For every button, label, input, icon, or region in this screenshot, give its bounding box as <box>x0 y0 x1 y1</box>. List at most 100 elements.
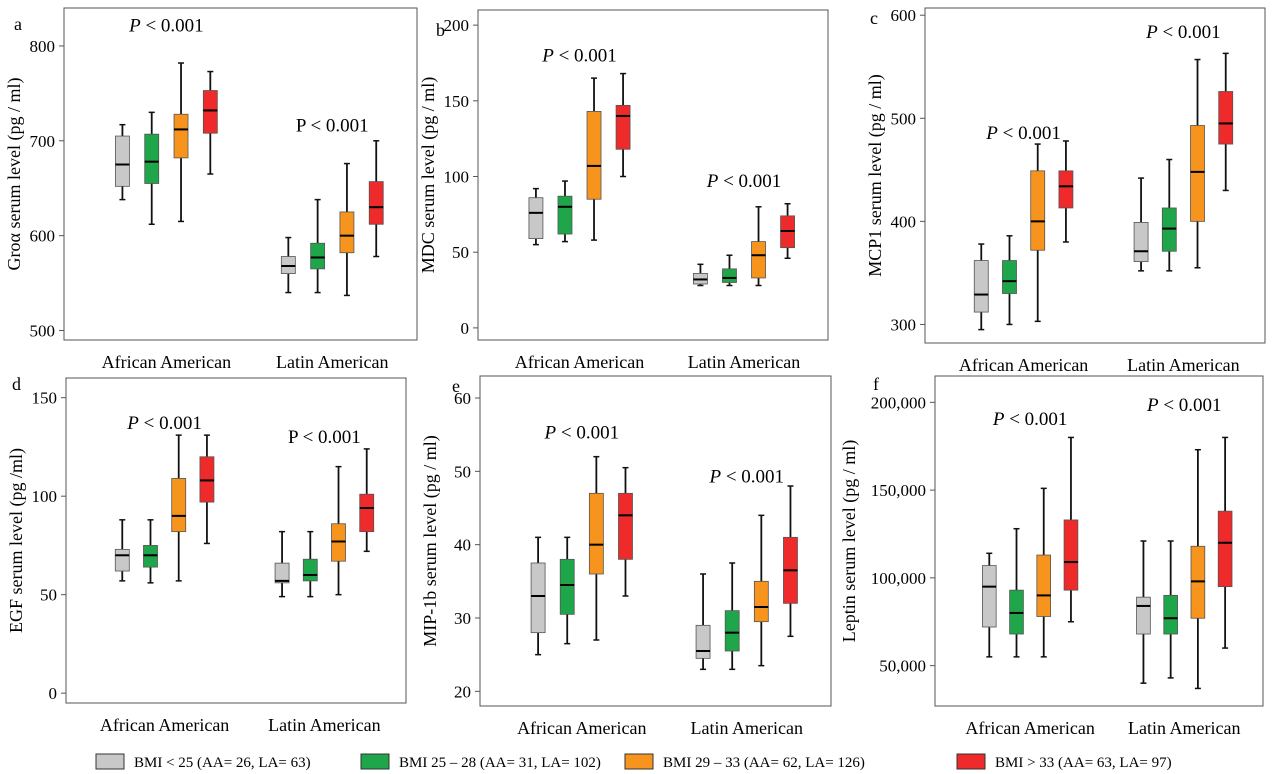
y-axis-label: MIP-1b serum level (pg / ml) <box>420 435 441 646</box>
plot-frame <box>924 7 1266 344</box>
y-tick-label: 0 <box>49 684 58 703</box>
box-bmi-25-28 <box>724 562 740 671</box>
panel-label: d <box>12 374 21 394</box>
box-body <box>618 492 633 560</box>
box-bmi-25 <box>973 243 989 331</box>
box-bmi-25-28 <box>559 536 575 645</box>
box-body <box>114 548 130 572</box>
box-body <box>751 241 766 279</box>
legend-label: BMI 25 – 28 (AA= 31, LA= 102) <box>399 755 601 771</box>
y-tick-label: 200 <box>444 16 470 35</box>
box-body <box>202 90 218 134</box>
box-body <box>615 104 631 150</box>
y-tick-label: 150 <box>32 389 58 408</box>
y-tick-label: 50,000 <box>879 657 926 676</box>
y-axis-label: MCP1 serum level (pg / ml) <box>865 74 886 276</box>
category-label: Latin American <box>688 352 800 372</box>
box-body <box>1163 595 1178 635</box>
box-bmi-29-33 <box>751 206 766 287</box>
category-label: African American <box>100 715 229 735</box>
legend-item: BMI 25 – 28 (AA= 31, LA= 102) <box>360 753 601 771</box>
legend-swatch <box>360 753 390 770</box>
plot-frame <box>477 9 829 341</box>
box-body <box>586 111 602 200</box>
box-body <box>1190 125 1205 222</box>
category-label: Latin American <box>268 715 380 735</box>
legend-item: BMI > 33 (AA= 63, LA= 97) <box>956 753 1172 771</box>
category-label: Latin American <box>1127 355 1239 375</box>
p-value-annotation: P < 0.001 <box>1146 395 1222 416</box>
box-bmi-29-33 <box>339 162 355 297</box>
category-label: African American <box>515 352 644 372</box>
panel-c: 300 400 500 600 MCP1 serum level (pg / ml) c A… <box>865 6 1266 375</box>
p-value-annotation: P < 0.001 <box>708 466 784 487</box>
y-tick-label: 100,000 <box>871 569 926 588</box>
legend-swatch <box>624 753 654 770</box>
y-tick-label: 50 <box>454 462 471 481</box>
y-tick-label: 300 <box>891 315 917 334</box>
box-bmi-25 <box>530 536 546 656</box>
p-value-annotation: P < 0.001 <box>126 413 202 434</box>
category-label: Latin American <box>691 718 803 738</box>
box-body <box>359 493 375 533</box>
box-bmi-29-33 <box>173 62 189 223</box>
box-body <box>1063 519 1079 591</box>
box-bmi-25-28 <box>143 519 158 584</box>
box-body <box>588 492 604 575</box>
legend-label: BMI < 25 (AA= 26, LA= 63) <box>134 755 311 771</box>
y-axis-label: EGF serum level (pg /ml) <box>6 448 27 633</box>
plot-frame <box>479 375 832 707</box>
box-bmi-25 <box>695 573 711 671</box>
box-body <box>1217 510 1233 588</box>
box-bmi-25 <box>528 187 544 246</box>
legend-label: BMI > 33 (AA= 63, LA= 97) <box>995 755 1172 771</box>
box-body <box>171 478 187 533</box>
box-bmi-25 <box>114 519 130 582</box>
panel-e: 20 30 40 50 60 MIP-1b serum level (pg / ml) e A… <box>420 375 832 738</box>
panel-label: f <box>873 374 879 394</box>
box-bmi-29-33 <box>1036 487 1052 658</box>
box-bmi-29-33 <box>1030 143 1046 323</box>
box-body <box>695 624 711 659</box>
box-body <box>1058 170 1074 209</box>
box-body <box>528 197 544 239</box>
box-bmi-33 <box>368 140 384 258</box>
panel-label: a <box>14 14 22 34</box>
legend: BMI < 25 (AA= 26, LA= 63) BMI 25 – 28 (AA… <box>95 753 1172 771</box>
p-value-annotation: P < 0.001 <box>992 409 1068 430</box>
box-body <box>310 242 326 270</box>
y-tick-label: 400 <box>891 212 917 231</box>
p-value-annotation: P < 0.001 <box>128 16 204 37</box>
box-bmi-25-28 <box>722 254 737 287</box>
box-body <box>1133 221 1149 262</box>
box-body <box>973 260 989 313</box>
box-bmi-25 <box>1136 540 1151 684</box>
box-bmi-33 <box>615 72 631 178</box>
box-body <box>753 580 769 623</box>
y-tick-label: 100 <box>32 487 58 506</box>
legend-label: BMI 29 – 33 (AA= 62, LA= 126) <box>663 755 865 771</box>
box-bmi-25-28 <box>302 530 318 598</box>
box-body <box>1030 170 1046 251</box>
box-bmi-25-28 <box>557 180 573 243</box>
box-bmi-33 <box>1058 140 1074 243</box>
legend-item: BMI < 25 (AA= 26, LA= 63) <box>95 753 311 771</box>
p-value-annotation: P < 0.001 <box>1145 22 1221 43</box>
box-bmi-33 <box>1217 436 1233 649</box>
p-value-annotation: P < 0.001 <box>706 171 782 192</box>
plot-frame <box>934 375 1264 707</box>
box-body <box>724 610 740 652</box>
box-bmi-29-33 <box>1190 58 1205 269</box>
category-label: African American <box>965 718 1094 738</box>
box-bmi-33 <box>199 434 215 545</box>
box-body <box>115 135 130 187</box>
legend-item: BMI 29 – 33 (AA= 62, LA= 126) <box>624 753 865 771</box>
y-tick-label: 600 <box>30 227 56 246</box>
box-body <box>173 113 189 159</box>
box-bmi-29-33 <box>588 455 604 641</box>
y-tick-label: 30 <box>454 609 471 628</box>
p-value-annotation: P < 0.001 <box>296 115 369 136</box>
box-body <box>1218 91 1234 145</box>
y-tick-label: 20 <box>454 682 471 701</box>
box-bmi-29-33 <box>753 514 769 667</box>
